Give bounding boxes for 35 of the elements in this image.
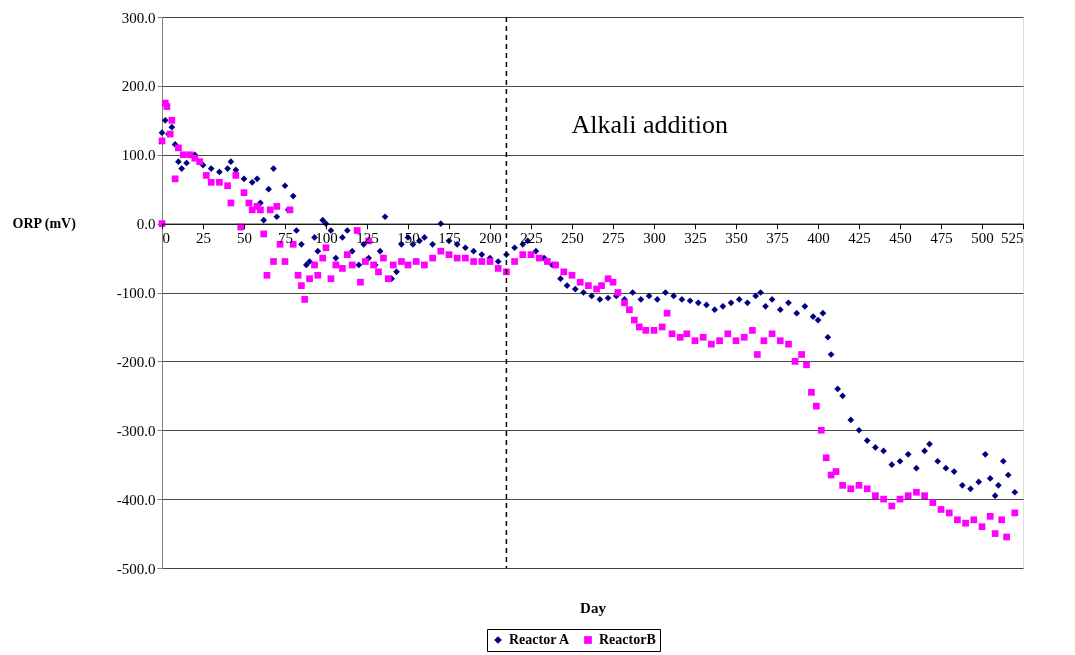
y-tick-label: 0.0 xyxy=(136,216,156,233)
x-tick-label: 425 xyxy=(848,230,871,247)
ref-line-label: Alkali addition xyxy=(571,110,729,139)
y-axis-title: ORP (mV) xyxy=(12,216,77,233)
y-tick-label: -200.0 xyxy=(116,353,156,370)
y-tick-label: -100.0 xyxy=(116,285,156,301)
legend-label: Reactor A xyxy=(509,632,570,647)
x-tick-label: 25 xyxy=(196,230,211,247)
x-tick-label: 175 xyxy=(438,230,461,247)
x-axis-title: Day xyxy=(580,599,607,616)
x-tick-label: 50 xyxy=(237,230,252,247)
x-tick-label: 350 xyxy=(725,230,748,247)
x-tick-label: 75 xyxy=(278,230,293,247)
x-tick-label: 275 xyxy=(602,230,625,247)
y-tick-label: 200.0 xyxy=(121,78,156,95)
y-tick-label: -300.0 xyxy=(116,422,156,439)
y-tick-label: -500.0 xyxy=(116,560,156,577)
y-tick-label: 300.0 xyxy=(121,9,156,26)
x-tick-label: 475 xyxy=(930,230,953,247)
x-tick-label: 325 xyxy=(684,230,707,247)
x-tick-label: 450 xyxy=(889,230,912,247)
x-tick-label: 525 xyxy=(1001,230,1024,247)
x-tick-label: 300 xyxy=(643,230,666,247)
x-tick-label: 400 xyxy=(807,230,830,247)
y-tick-label: -400.0 xyxy=(116,491,156,508)
x-tick-label: 225 xyxy=(520,230,543,247)
y-tick-label: 100.0 xyxy=(121,147,156,164)
x-tick-label: 375 xyxy=(766,230,789,247)
x-tick-label: 200 xyxy=(479,230,502,247)
x-tick-label: 500 xyxy=(971,230,994,247)
legend-label: ReactorB xyxy=(599,632,656,647)
x-tick-label: 125 xyxy=(356,230,379,247)
x-tick-label: 100 xyxy=(315,230,338,247)
x-tick-label: 0 xyxy=(162,230,170,247)
x-tick-label: 250 xyxy=(561,230,584,247)
